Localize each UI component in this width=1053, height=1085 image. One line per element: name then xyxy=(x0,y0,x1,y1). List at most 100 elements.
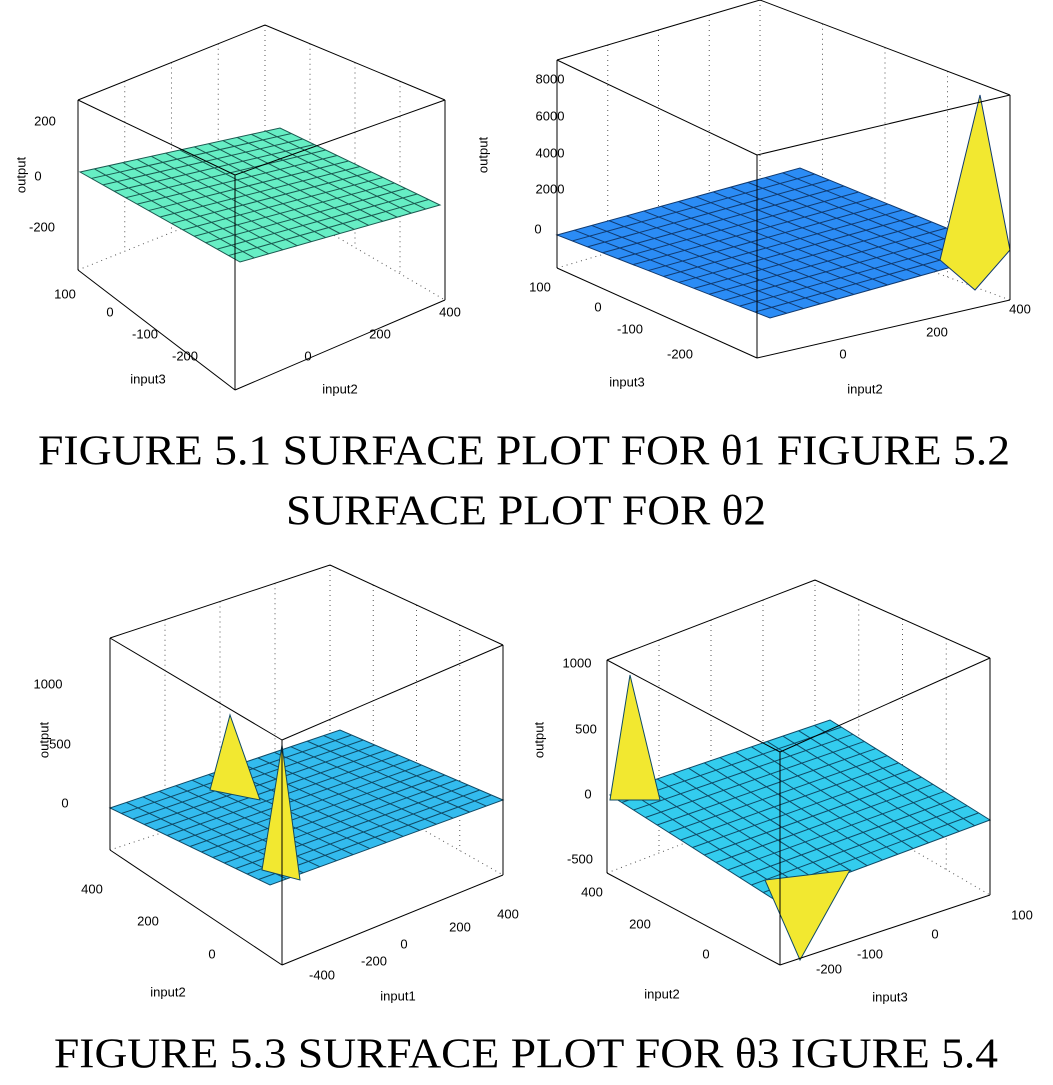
axis-line xyxy=(77,99,236,176)
surface-peak xyxy=(609,674,661,801)
axis-line xyxy=(606,579,816,661)
x-axis-label: input3 xyxy=(130,371,165,386)
axis-line xyxy=(205,188,406,244)
z-tick-label: 500 xyxy=(575,721,597,736)
y-axis-label: input2 xyxy=(847,381,882,396)
axis-line xyxy=(751,805,968,886)
axis-line xyxy=(234,99,446,176)
x-tick-label: 400 xyxy=(581,884,603,899)
axis-line xyxy=(109,849,283,966)
axis-line xyxy=(693,221,932,289)
axis-line xyxy=(306,740,470,813)
axis-line xyxy=(274,751,437,825)
axis-line xyxy=(224,779,457,864)
axis-line xyxy=(727,790,945,871)
z-axis-label: output xyxy=(36,722,51,759)
x-tick-label: 0 xyxy=(702,946,709,961)
z-tick-label: 500 xyxy=(49,736,71,751)
axis-line xyxy=(222,140,384,222)
x-tick-label: -200 xyxy=(667,346,693,361)
axis-line xyxy=(234,299,446,391)
axis-line xyxy=(182,177,383,231)
axis-line xyxy=(759,0,1011,96)
z-tick-label: 1000 xyxy=(34,676,63,691)
axis-line xyxy=(264,24,446,101)
axis-line xyxy=(236,136,398,218)
axis-line xyxy=(241,762,404,837)
grid-line xyxy=(329,776,504,876)
z-tick-label: 6000 xyxy=(536,108,565,123)
x-axis-label: input3 xyxy=(609,374,644,389)
y-tick-label: 200 xyxy=(926,324,948,339)
x-tick-label: 400 xyxy=(81,881,103,896)
y-tick-label: 200 xyxy=(369,326,391,341)
axis-line xyxy=(109,637,283,741)
z-axis-label: output xyxy=(475,137,490,174)
axis-line xyxy=(77,24,266,101)
y-tick-label: 100 xyxy=(1011,907,1033,922)
axis-line xyxy=(779,894,991,966)
y-tick-label: 400 xyxy=(497,906,519,921)
surface-peak xyxy=(209,713,261,801)
axis-line xyxy=(704,776,922,856)
axis-line xyxy=(730,186,939,272)
x-axis-label: input2 xyxy=(644,986,679,1001)
axis-line xyxy=(329,564,504,646)
x-tick-label: 200 xyxy=(629,916,651,931)
y-tick-label: -100 xyxy=(857,946,883,961)
axis-line xyxy=(814,579,991,659)
y-axis-label: input3 xyxy=(872,989,907,1004)
axis-line xyxy=(751,746,914,849)
axis-line xyxy=(756,94,1011,156)
axis-line xyxy=(265,130,426,210)
z-axis-label: output xyxy=(531,722,546,759)
z-tick-label: 200 xyxy=(34,113,56,128)
axis-line xyxy=(228,199,429,257)
axis-line xyxy=(281,874,504,966)
axis-line xyxy=(159,166,361,218)
axis-line xyxy=(194,182,395,237)
axis-line xyxy=(171,171,372,224)
z-tick-label: 0 xyxy=(584,786,591,801)
z-tick-label: 0 xyxy=(534,221,541,236)
axis-line xyxy=(323,735,487,807)
axis-line xyxy=(556,0,761,61)
axis-line xyxy=(756,299,1011,359)
surface-peak xyxy=(261,744,301,881)
axis-line xyxy=(281,644,504,741)
y-tick-label: 0 xyxy=(839,346,846,361)
axis-line xyxy=(715,783,934,863)
surface-peak xyxy=(939,94,1011,291)
axis-line xyxy=(779,657,991,753)
axis-line xyxy=(212,774,445,858)
axis-line xyxy=(556,59,758,156)
axis-line xyxy=(77,269,236,391)
surface-peak xyxy=(764,869,851,962)
x-tick-label: 0 xyxy=(106,304,113,319)
z-tick-label: 1000 xyxy=(563,655,592,670)
axis-line xyxy=(724,233,962,301)
z-tick-label: -500 xyxy=(567,851,593,866)
z-axis-label: output xyxy=(13,157,28,194)
axis-line xyxy=(765,177,972,262)
y-tick-label: 0 xyxy=(931,926,938,941)
axis-line xyxy=(739,239,976,307)
axis-line xyxy=(695,196,905,281)
axis-line xyxy=(739,798,956,878)
grid-line xyxy=(77,194,266,271)
z-tick-label: -200 xyxy=(29,219,55,234)
z-tick-label: 8000 xyxy=(536,71,565,86)
axis-line xyxy=(663,209,903,277)
axis-line xyxy=(709,227,947,295)
axis-line xyxy=(713,191,922,277)
axis-line xyxy=(782,735,945,838)
axis-line xyxy=(814,724,975,827)
axis-line xyxy=(735,751,899,855)
y-tick-label: -400 xyxy=(309,967,335,982)
y-tick-label: 0 xyxy=(400,936,407,951)
x-tick-label: 200 xyxy=(137,913,159,928)
caption: FIGURE 5.1 SURFACE PLOT FOR θ1 FIGURE 5.… xyxy=(38,429,1010,475)
axis-line xyxy=(692,769,911,848)
